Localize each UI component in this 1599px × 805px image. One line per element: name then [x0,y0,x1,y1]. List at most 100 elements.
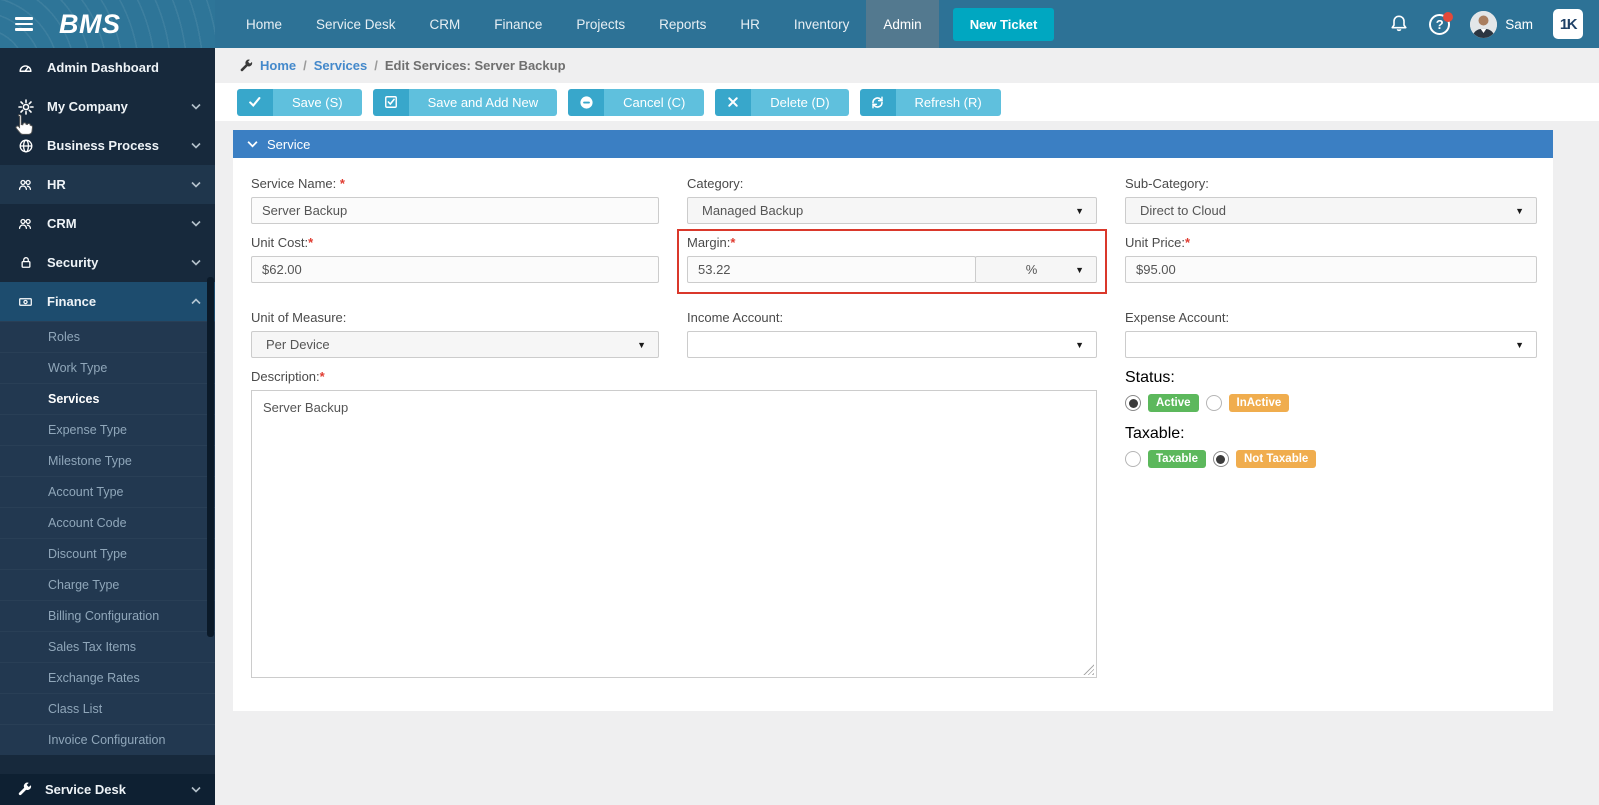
expense-account-label: Expense Account: [1125,310,1230,325]
status-active-radio[interactable] [1125,395,1141,411]
service-name-input[interactable] [251,197,659,224]
unit-of-measure-label: Unit of Measure: [251,310,347,325]
nav-item-projects[interactable]: Projects [576,16,626,32]
nav-item-home[interactable]: Home [246,16,283,32]
taxable-badge[interactable]: Taxable [1148,450,1206,468]
submenu-item-sales-tax-items[interactable]: Sales Tax Items [0,631,215,662]
dashboard-icon [17,60,34,75]
sidebar-item-service-desk[interactable]: Service Desk [0,774,215,805]
help-icon[interactable]: ? [1429,11,1454,35]
submenu-item-account-type[interactable]: Account Type [0,476,215,507]
chevron-up-icon [191,298,201,305]
service-panel-header[interactable]: Service [233,130,1553,158]
submenu-item-class-list[interactable]: Class List [0,693,215,724]
breadcrumb-link-services[interactable]: Services [313,58,368,73]
submenu-item-expense-type[interactable]: Expense Type [0,414,215,445]
cancel-button[interactable]: Cancel (C) [568,88,705,116]
nav-item-admin[interactable]: Admin [866,0,939,48]
nav-item-finance[interactable]: Finance [494,16,543,32]
unit-of-measure-select[interactable]: Per Device ▼ [251,331,659,358]
hamburger-icon[interactable] [15,14,33,34]
unit-cost-input[interactable] [251,256,659,283]
margin-unit-select[interactable]: % ▼ [975,256,1097,283]
taxable-radio-group: Taxable Not Taxable [1125,450,1537,468]
description-label: Description:* [251,369,325,384]
not-taxable-radio[interactable] [1212,451,1229,467]
sidebar-item-my-company[interactable]: My Company [0,87,215,126]
submenu-item-roles[interactable]: Roles [0,321,215,352]
status-taxable-block: Status: Active InActive Taxable: Taxable… [1125,369,1537,689]
sidebar: Admin Dashboard My Company Business Proc… [0,48,215,805]
submenu-item-services[interactable]: Services [0,383,215,414]
nav-item-hr[interactable]: HR [740,16,760,32]
submenu-item-milestone-type[interactable]: Milestone Type [0,445,215,476]
sidebar-item-admin-dashboard[interactable]: Admin Dashboard [0,48,215,87]
finance-submenu: Roles Work Type Services Expense Type Mi… [0,277,215,755]
refresh-icon [859,88,896,116]
chevron-down-icon [191,181,201,188]
save-and-add-new-button[interactable]: Save and Add New [372,88,558,116]
sub-category-label: Sub-Category: [1125,176,1209,191]
resize-handle[interactable] [1083,664,1094,675]
chevron-down-icon [191,103,201,110]
sidebar-item-finance[interactable]: Finance [0,282,215,321]
nav-item-inventory[interactable]: Inventory [793,16,850,32]
navbar-right: ? Sam 1K [1389,0,1599,48]
expense-account-select[interactable]: ▼ [1125,331,1537,358]
income-account-label: Income Account: [687,310,784,325]
lock-icon [17,255,34,270]
breadcrumb-current: Edit Services: Server Backup [384,58,566,73]
user-menu[interactable]: Sam [1470,10,1533,38]
kaseya-logo[interactable]: 1K [1553,9,1583,39]
gear-icon [17,98,34,115]
users-icon [17,216,34,231]
chevron-down-icon [191,142,201,149]
submenu-item-invoice-configuration[interactable]: Invoice Configuration [0,724,215,755]
save-button[interactable]: Save (S) [237,88,362,116]
status-active-badge[interactable]: Active [1148,394,1199,412]
submenu-item-discount-type[interactable]: Discount Type [0,538,215,569]
margin-input[interactable] [687,256,976,283]
main-content: Home / Services / Edit Services: Server … [215,48,1599,805]
submenu-item-account-code[interactable]: Account Code [0,507,215,538]
nav-item-crm[interactable]: CRM [429,16,461,32]
category-select[interactable]: Managed Backup ▼ [687,197,1097,224]
globe-icon [17,138,34,154]
nav-item-reports[interactable]: Reports [659,16,707,32]
description-textarea[interactable]: Server Backup [251,390,1097,678]
margin-highlight-box: Margin:* % ▼ [677,229,1107,294]
refresh-button[interactable]: Refresh (R) [859,88,1001,116]
service-form: Service Name: * Category: Managed Backup… [233,158,1553,711]
delete-button[interactable]: Delete (D) [715,88,849,116]
service-name-label: Service Name: * [251,176,345,191]
logo-zone: BMS [0,0,215,48]
check-icon [237,88,273,116]
sidebar-item-business-process[interactable]: Business Process [0,126,215,165]
sidebar-scrollbar[interactable] [207,277,214,637]
status-radio-group: Active InActive [1125,394,1537,412]
status-inactive-badge[interactable]: InActive [1228,394,1290,412]
sub-category-select[interactable]: Direct to Cloud ▼ [1125,197,1537,224]
notification-dot [1443,11,1454,22]
description-field: Description:* Server Backup [251,369,1097,678]
sidebar-item-security[interactable]: Security [0,243,215,282]
not-taxable-badge[interactable]: Not Taxable [1235,450,1317,468]
user-name: Sam [1505,16,1533,32]
submenu-item-billing-configuration[interactable]: Billing Configuration [0,600,215,631]
nav-item-service-desk[interactable]: Service Desk [316,16,396,32]
main-nav: Home Service Desk CRM Finance Projects R… [229,0,939,48]
breadcrumb-link-home[interactable]: Home [260,58,297,73]
bell-icon[interactable] [1389,14,1409,34]
new-ticket-button[interactable]: New Ticket [952,7,1055,41]
submenu-item-exchange-rates[interactable]: Exchange Rates [0,662,215,693]
taxable-radio[interactable] [1125,451,1141,467]
submenu-item-charge-type[interactable]: Charge Type [0,569,215,600]
income-account-select[interactable]: ▼ [687,331,1097,358]
unit-price-input[interactable] [1125,256,1537,283]
taxable-label: Taxable: [1125,425,1185,442]
submenu-item-work-type[interactable]: Work Type [0,352,215,383]
sidebar-item-hr[interactable]: HR [0,165,215,204]
status-inactive-radio[interactable] [1205,395,1222,411]
sidebar-item-crm[interactable]: CRM [0,204,215,243]
panel-title: Service [267,136,311,152]
